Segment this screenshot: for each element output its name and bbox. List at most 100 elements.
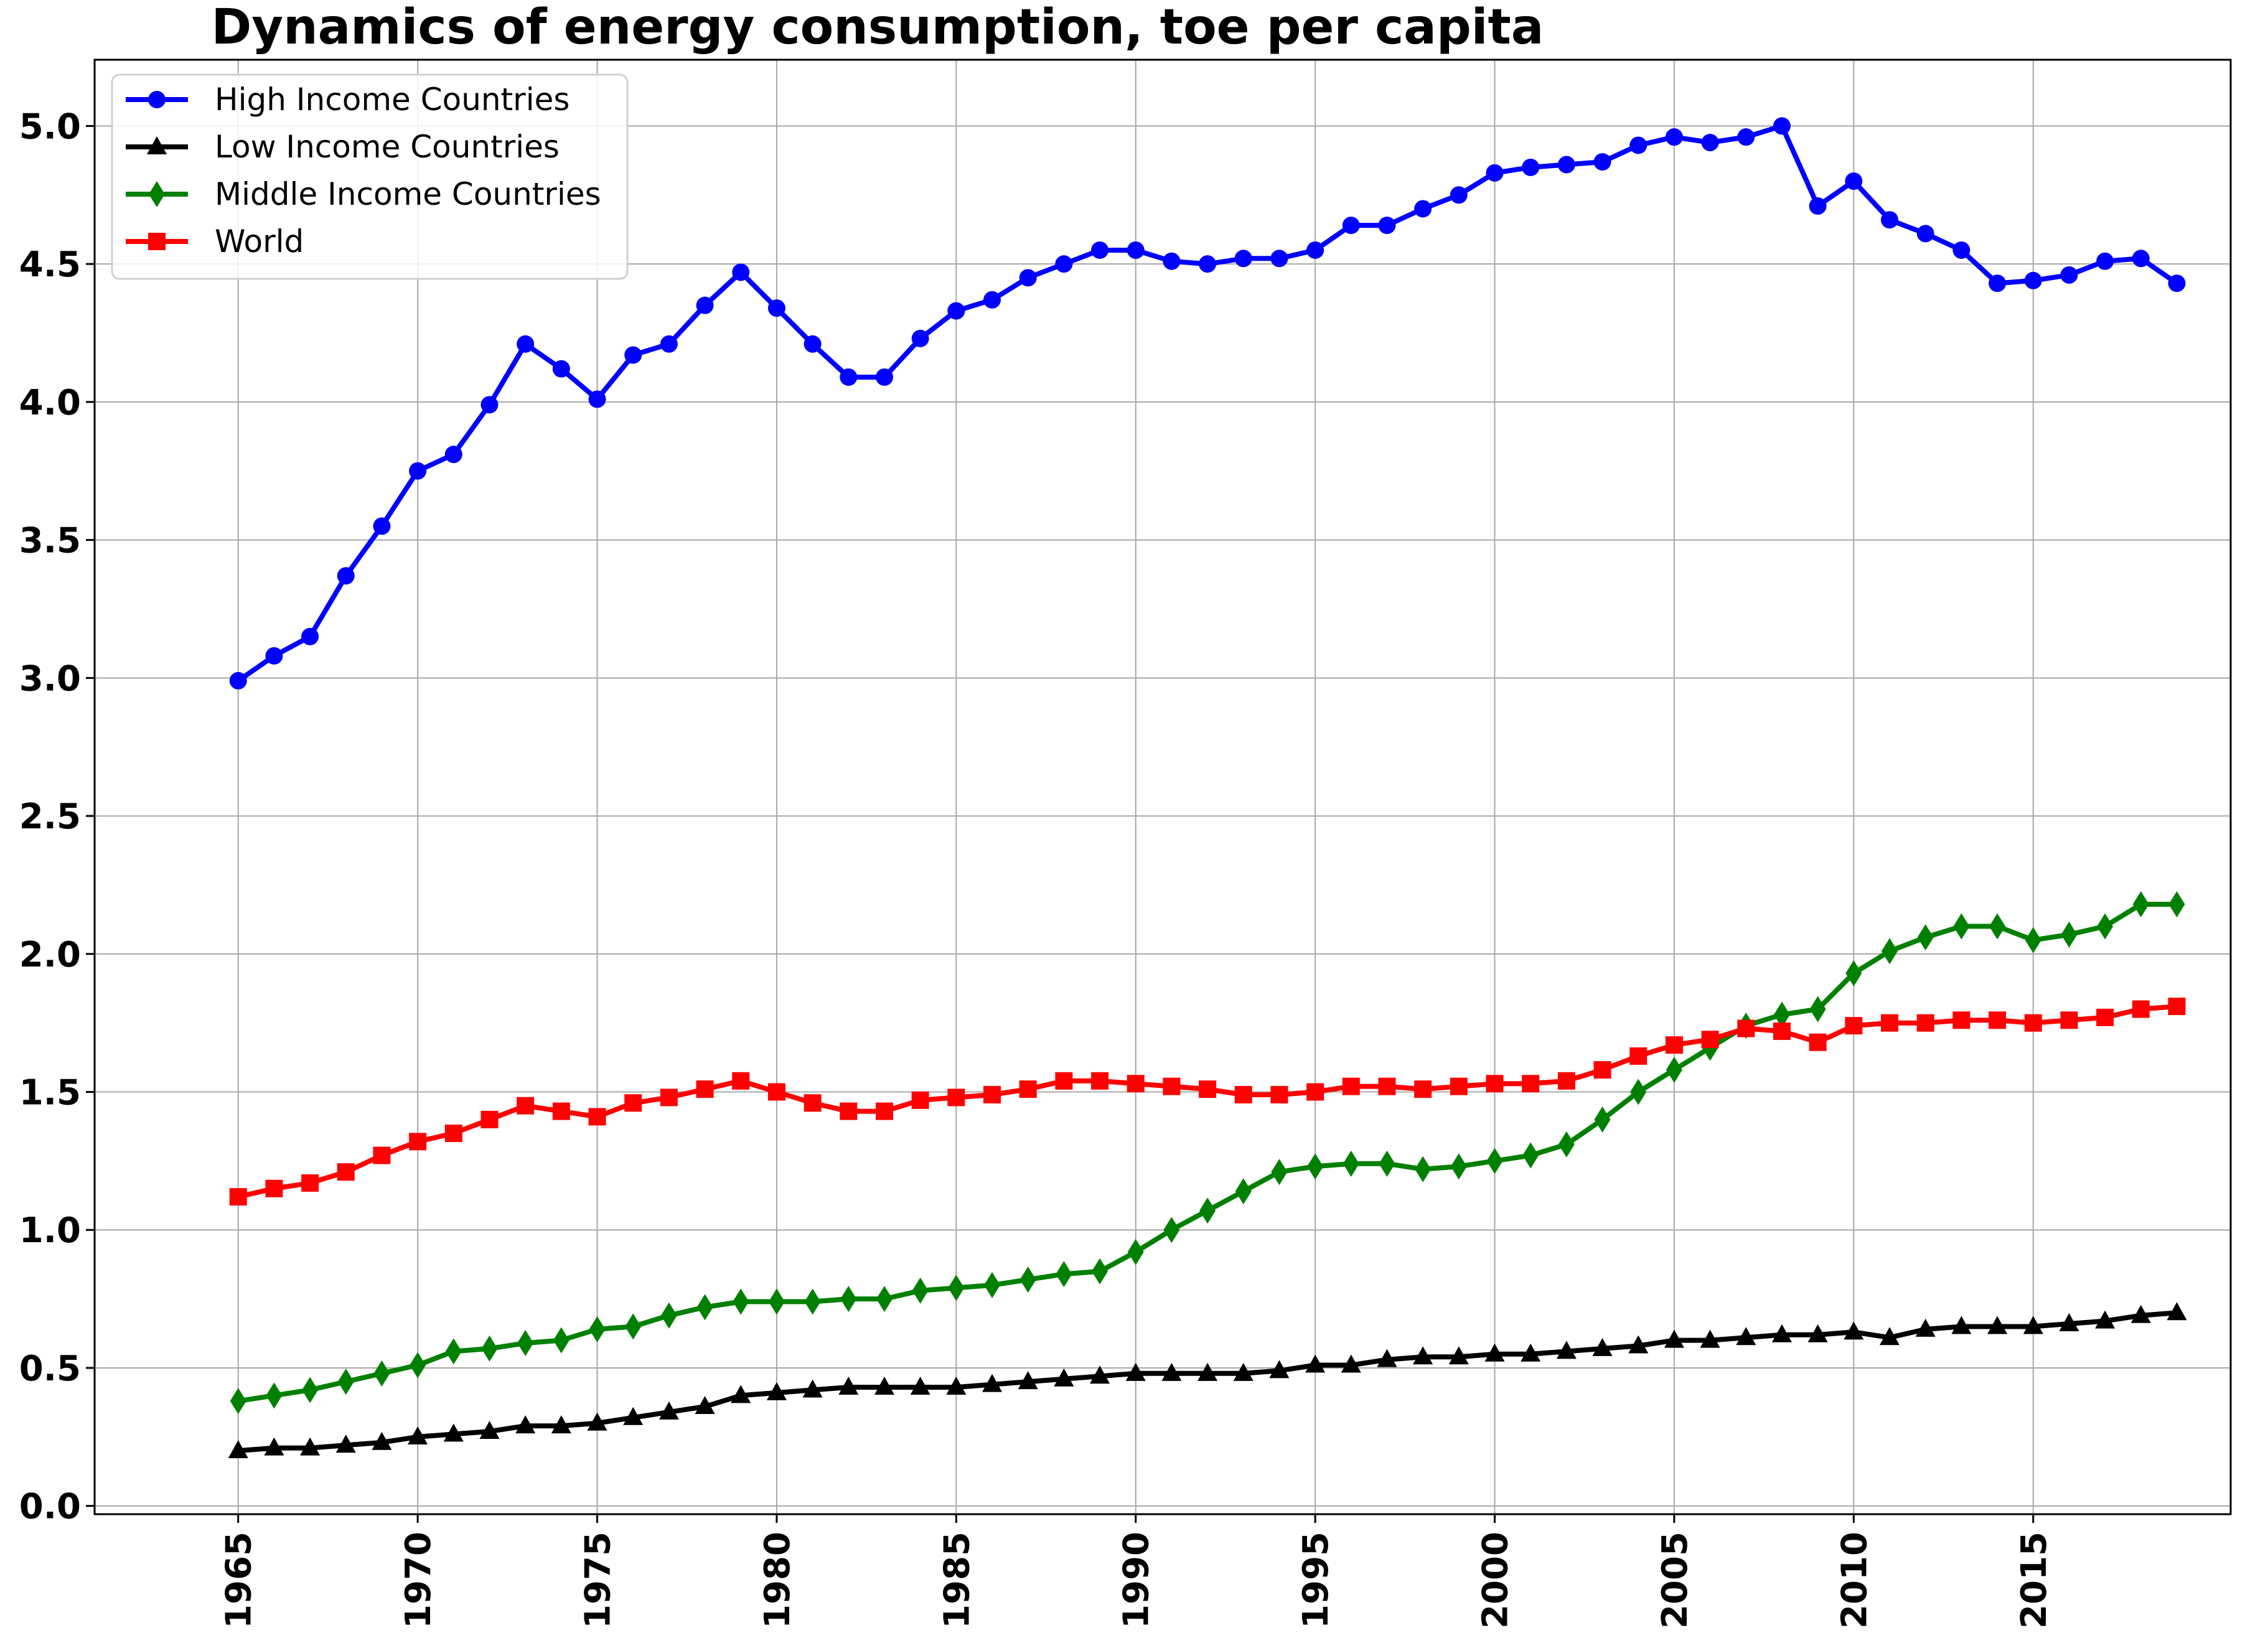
data-point: [804, 1094, 822, 1112]
data-point: [588, 390, 606, 408]
legend-marker: [149, 181, 165, 207]
data-point: [1557, 156, 1575, 174]
data-point: [984, 1271, 1001, 1298]
y-tick-label: 3.5: [19, 521, 81, 561]
data-point: [983, 1085, 1001, 1103]
data-point: [802, 1379, 823, 1398]
series-2: [230, 891, 2185, 1415]
data-point: [804, 335, 822, 353]
data-point: [1592, 1337, 1613, 1356]
data-point: [1593, 153, 1611, 171]
data-point: [733, 1288, 749, 1315]
data-point: [624, 1094, 642, 1112]
data-point: [373, 1146, 391, 1164]
x-tick-label: 1980: [757, 1532, 798, 1629]
data-point: [1486, 1148, 1503, 1174]
data-point: [2168, 274, 2186, 293]
data-point: [875, 1102, 893, 1120]
data-point: [588, 1108, 606, 1126]
data-point: [1880, 1327, 1900, 1346]
data-point: [1736, 1327, 1756, 1346]
data-point: [1271, 1159, 1288, 1186]
data-point: [230, 1388, 246, 1415]
legend-item: Low Income Countries: [126, 129, 560, 165]
data-point: [517, 1330, 534, 1357]
x-tick-label: 2010: [1834, 1532, 1875, 1629]
data-point: [2168, 891, 2185, 917]
data-point: [2095, 1310, 2116, 1329]
data-point: [265, 647, 283, 665]
series-3: [229, 998, 2186, 1206]
data-point: [301, 627, 319, 645]
data-point: [1415, 1156, 1432, 1182]
data-point: [1019, 1266, 1036, 1293]
data-point: [1701, 1031, 1719, 1049]
data-point: [1809, 996, 1826, 1023]
data-point: [229, 672, 247, 690]
data-point: [1951, 1316, 1972, 1334]
data-point: [1630, 1079, 1647, 1105]
data-point: [2023, 1316, 2043, 1334]
data-point: [625, 1313, 642, 1340]
data-point: [1270, 250, 1288, 268]
x-tick-label: 1985: [937, 1532, 977, 1629]
chart-title: Dynamics of energy consumption, toe per …: [212, 0, 1544, 55]
plot-frame: [93, 59, 2232, 1515]
data-point: [838, 1377, 859, 1395]
y-tick-label: 0.0: [19, 1487, 81, 1527]
legend-marker: [148, 91, 166, 108]
data-point: [1773, 1001, 1790, 1028]
x-tick-label: 1990: [1117, 1532, 1157, 1629]
data-point: [1917, 924, 1934, 951]
data-point: [1915, 1318, 1936, 1337]
data-point: [1233, 1362, 1253, 1381]
data-point: [479, 1420, 500, 1439]
data-point: [1701, 134, 1719, 152]
data-point: [1666, 1057, 1682, 1084]
data-point: [1414, 200, 1432, 218]
data-point: [408, 1426, 428, 1444]
data-point: [409, 462, 427, 480]
x-tick-label: 2005: [1655, 1532, 1695, 1629]
data-point: [840, 1286, 857, 1313]
data-point: [1664, 1329, 1684, 1348]
data-point: [2096, 252, 2114, 270]
x-tick-label: 2000: [1476, 1532, 1516, 1629]
data-point: [1019, 269, 1037, 287]
data-point: [373, 517, 391, 535]
legend-item: World: [126, 223, 304, 260]
data-point: [696, 1080, 714, 1098]
data-point: [2024, 271, 2042, 289]
data-point: [2168, 998, 2186, 1016]
data-point: [1557, 1072, 1575, 1090]
data-point: [2060, 266, 2078, 284]
data-point: [1737, 1019, 1755, 1037]
data-point: [515, 1415, 536, 1434]
data-point: [912, 1277, 929, 1304]
data-point: [373, 1360, 390, 1387]
data-point: [1199, 1197, 1216, 1224]
data-point: [1628, 1335, 1649, 1354]
data-point: [410, 1352, 426, 1379]
data-point: [1484, 1343, 1505, 1362]
data-point: [1235, 1178, 1252, 1205]
data-point: [337, 1369, 354, 1395]
data-point: [2060, 1011, 2078, 1029]
data-point: [1018, 1371, 1038, 1390]
data-point: [623, 1407, 644, 1425]
data-point: [804, 1288, 821, 1315]
data-point: [2059, 1313, 2079, 1332]
data-point: [335, 1435, 356, 1453]
series-area: [228, 117, 2187, 1459]
x-tick-label: 1965: [219, 1532, 260, 1629]
data-point: [1881, 211, 1899, 229]
data-point: [1305, 1354, 1326, 1373]
data-point: [1629, 136, 1647, 154]
data-point: [2132, 1000, 2150, 1018]
data-point: [840, 368, 858, 386]
data-point: [1161, 1362, 1182, 1381]
data-point: [1881, 1014, 1899, 1032]
data-point: [1989, 913, 2006, 940]
data-point: [875, 368, 893, 386]
data-point: [517, 1097, 535, 1115]
